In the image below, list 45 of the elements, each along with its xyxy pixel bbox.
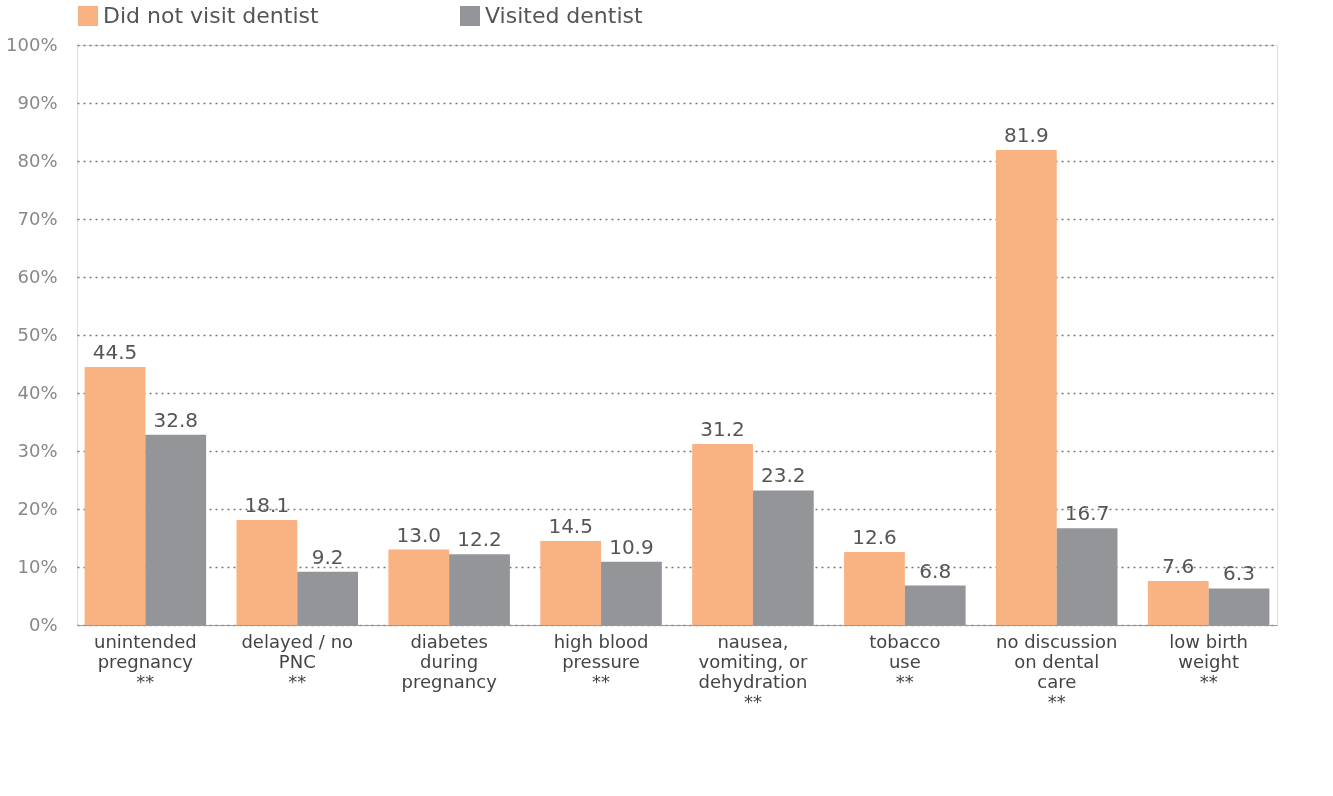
bar: [692, 444, 753, 625]
data-label: 44.5: [92, 339, 138, 364]
y-tick-label: 40%: [17, 381, 58, 403]
x-tick-label: no discussion on dental care **: [996, 630, 1118, 712]
data-label: 7.6: [1162, 553, 1195, 578]
bar: [844, 551, 905, 625]
data-label: 13.0: [396, 522, 442, 547]
x-tick-label: tobacco use **: [869, 630, 941, 692]
data-label: 10.9: [609, 534, 654, 559]
data-label: 23.2: [761, 463, 806, 488]
x-tick-label: unintended pregnancy **: [94, 630, 197, 692]
y-tick-label: 80%: [17, 149, 58, 171]
y-tick-label: 10%: [17, 555, 58, 577]
bar: [540, 540, 602, 625]
legend-label: Did not visit dentist: [103, 3, 319, 28]
data-label: 12.2: [457, 527, 502, 552]
legend-label: Visited dentist: [485, 3, 644, 28]
bar: [995, 149, 1057, 625]
data-label: 6.3: [1223, 561, 1255, 586]
data-label: 32.8: [153, 407, 198, 432]
x-tick-label: diabetes during pregnancy: [401, 630, 498, 692]
y-tick-label: 0%: [28, 613, 58, 635]
y-tick-label: 100%: [6, 33, 58, 55]
data-label: 14.5: [548, 513, 593, 538]
y-tick-label: 60%: [17, 265, 58, 287]
data-label: 12.6: [852, 524, 897, 549]
y-tick-label: 70%: [17, 207, 58, 229]
x-tick-label: low birth weight **: [1169, 630, 1249, 692]
bar: [1147, 580, 1209, 625]
data-label: 6.8: [919, 558, 952, 583]
bar: [388, 549, 450, 625]
data-label: 9.2: [311, 544, 344, 569]
data-label: 16.7: [1064, 501, 1110, 526]
x-tick-label: high blood pressure **: [553, 630, 649, 692]
y-tick-label: 90%: [17, 91, 58, 113]
bar: [84, 366, 146, 625]
bar: [236, 520, 298, 625]
data-label: 31.2: [700, 417, 745, 442]
y-tick-label: 50%: [17, 323, 58, 345]
x-tick-label: nausea, vomiting, or dehydration **: [698, 630, 809, 712]
x-tick-label: delayed / no PNC **: [241, 630, 354, 692]
data-label: 18.1: [244, 493, 290, 518]
y-tick-label: 30%: [17, 439, 58, 461]
y-tick-label: 20%: [17, 497, 58, 519]
data-label: 81.9: [1004, 122, 1049, 147]
